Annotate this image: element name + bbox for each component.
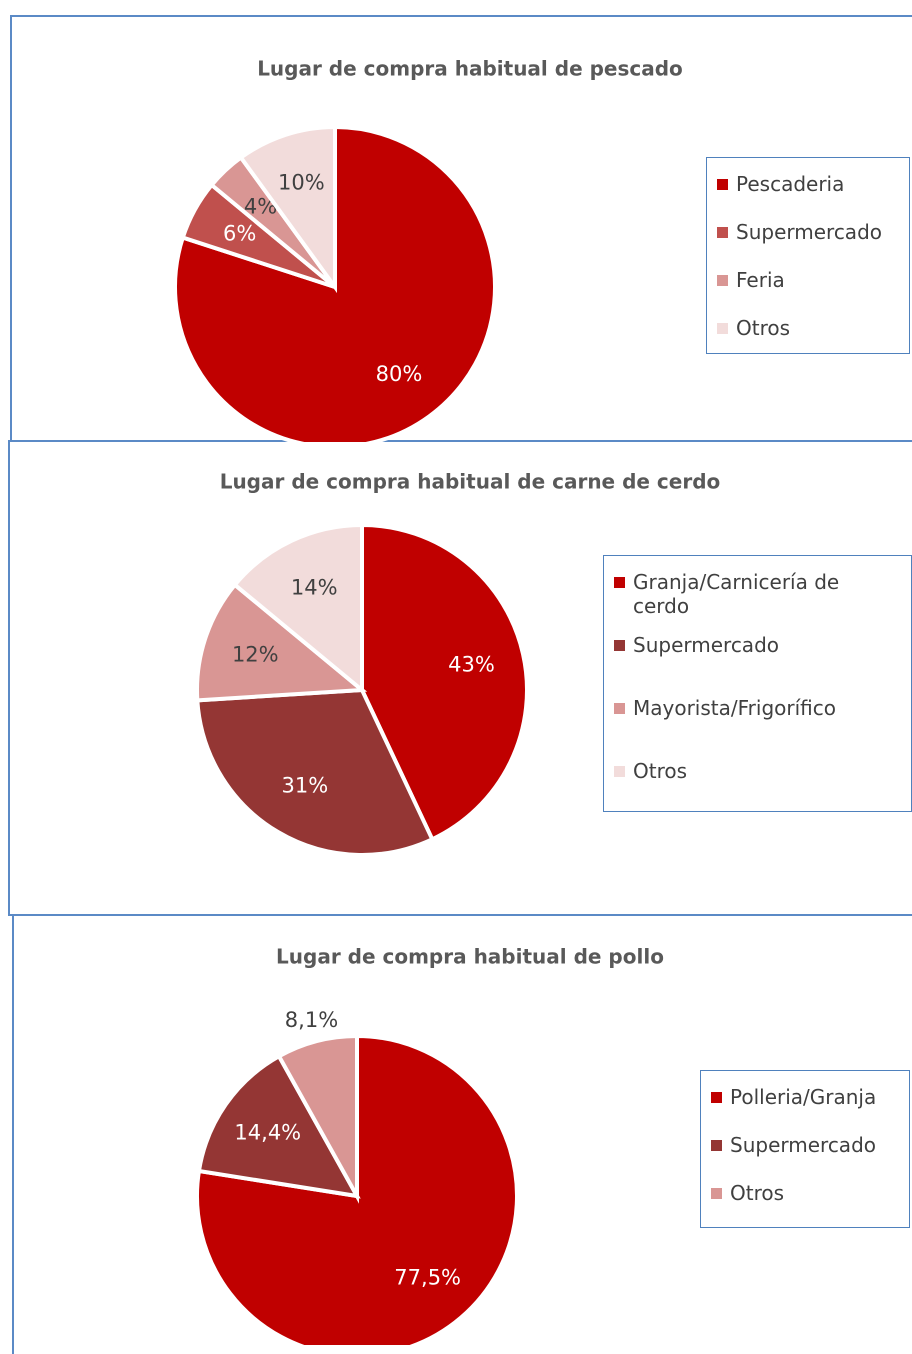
- legend-swatch: [614, 703, 625, 714]
- legend-swatch: [711, 1188, 722, 1199]
- legend-label: Granja/Carnicería de cerdo: [633, 570, 840, 618]
- legend-label: Otros: [730, 1181, 785, 1205]
- data-label: 6%: [223, 222, 256, 246]
- legend-item: Otros: [711, 1181, 899, 1229]
- legend-swatch: [717, 179, 728, 190]
- legend-item: Otros: [717, 316, 899, 364]
- legend-item: Supermercado: [614, 633, 901, 696]
- panel: [12, 914, 912, 1354]
- legend-swatch: [711, 1092, 722, 1103]
- chart-title: Lugar de compra habitual de pollo: [276, 945, 664, 969]
- pie-slice: [232, 522, 364, 695]
- chart-title: Lugar de compra habitual de carne de cer…: [220, 470, 721, 494]
- pie-slice: [360, 522, 529, 842]
- data-label: 80%: [376, 362, 423, 386]
- data-label: 14%: [291, 575, 338, 599]
- pie-slice: [195, 687, 435, 857]
- pie-slice: [195, 582, 368, 703]
- legend-item: Supermercado: [711, 1133, 899, 1181]
- data-label: 12%: [232, 642, 279, 666]
- data-label: 77,5%: [394, 1266, 461, 1290]
- legend-item: Pescaderia: [717, 172, 899, 220]
- legend-label: Mayorista/Frigorífico: [633, 696, 836, 720]
- legend-swatch: [614, 766, 625, 777]
- pie-slice: [238, 124, 337, 294]
- legend-item: Otros: [614, 759, 901, 822]
- legend-label: Supermercado: [633, 633, 779, 657]
- chart-title: Lugar de compra habitual de pescado: [257, 57, 683, 81]
- chart: Lugar de compra habitual de carne de cer…: [195, 470, 721, 857]
- legend-swatch: [711, 1140, 722, 1151]
- legend-swatch: [614, 577, 625, 588]
- legend-label: Otros: [633, 759, 688, 783]
- legend-label: Pescaderia: [736, 172, 845, 196]
- chart: Lugar de compra habitual de pollo 77,5% 14…: [195, 945, 664, 1345]
- legend: Granja/Carnicería de cerdo Supermercado Ma…: [603, 555, 912, 812]
- legend-item: Supermercado: [717, 220, 899, 268]
- data-label: 43%: [448, 653, 495, 677]
- pie-slice: [276, 1033, 359, 1204]
- data-label: 14,4%: [234, 1121, 301, 1145]
- chart: Lugar de compra habitual de pescado 80% 6%…: [173, 57, 683, 442]
- legend-item: Feria: [717, 268, 899, 316]
- legend-item: Mayorista/Frigorífico: [614, 696, 901, 759]
- legend-label: Supermercado: [730, 1133, 876, 1157]
- legend: Polleria/Granja Supermercado Otros: [700, 1070, 910, 1228]
- panel: [8, 440, 912, 916]
- legend-item: Polleria/Granja: [711, 1085, 899, 1133]
- legend-swatch: [717, 323, 728, 334]
- legend-label: Otros: [736, 316, 791, 340]
- legend-swatch: [717, 275, 728, 286]
- legend-label: Polleria/Granja: [730, 1085, 877, 1109]
- legend-swatch: [614, 640, 625, 651]
- legend: Pescaderia Supermercado Feria Otros: [706, 157, 910, 354]
- legend-swatch: [717, 227, 728, 238]
- data-label: 10%: [278, 171, 325, 195]
- pie-slice: [196, 1053, 361, 1199]
- legend-item: Granja/Carnicería de cerdo: [614, 570, 901, 633]
- data-label: 8,1%: [285, 1008, 338, 1032]
- data-label: 31%: [282, 774, 329, 798]
- legend-label: Supermercado: [736, 220, 882, 244]
- legend-label: Feria: [736, 268, 785, 292]
